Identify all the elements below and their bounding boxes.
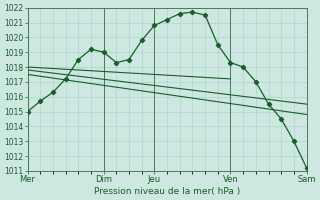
X-axis label: Pression niveau de la mer( hPa ): Pression niveau de la mer( hPa ) [94, 187, 240, 196]
